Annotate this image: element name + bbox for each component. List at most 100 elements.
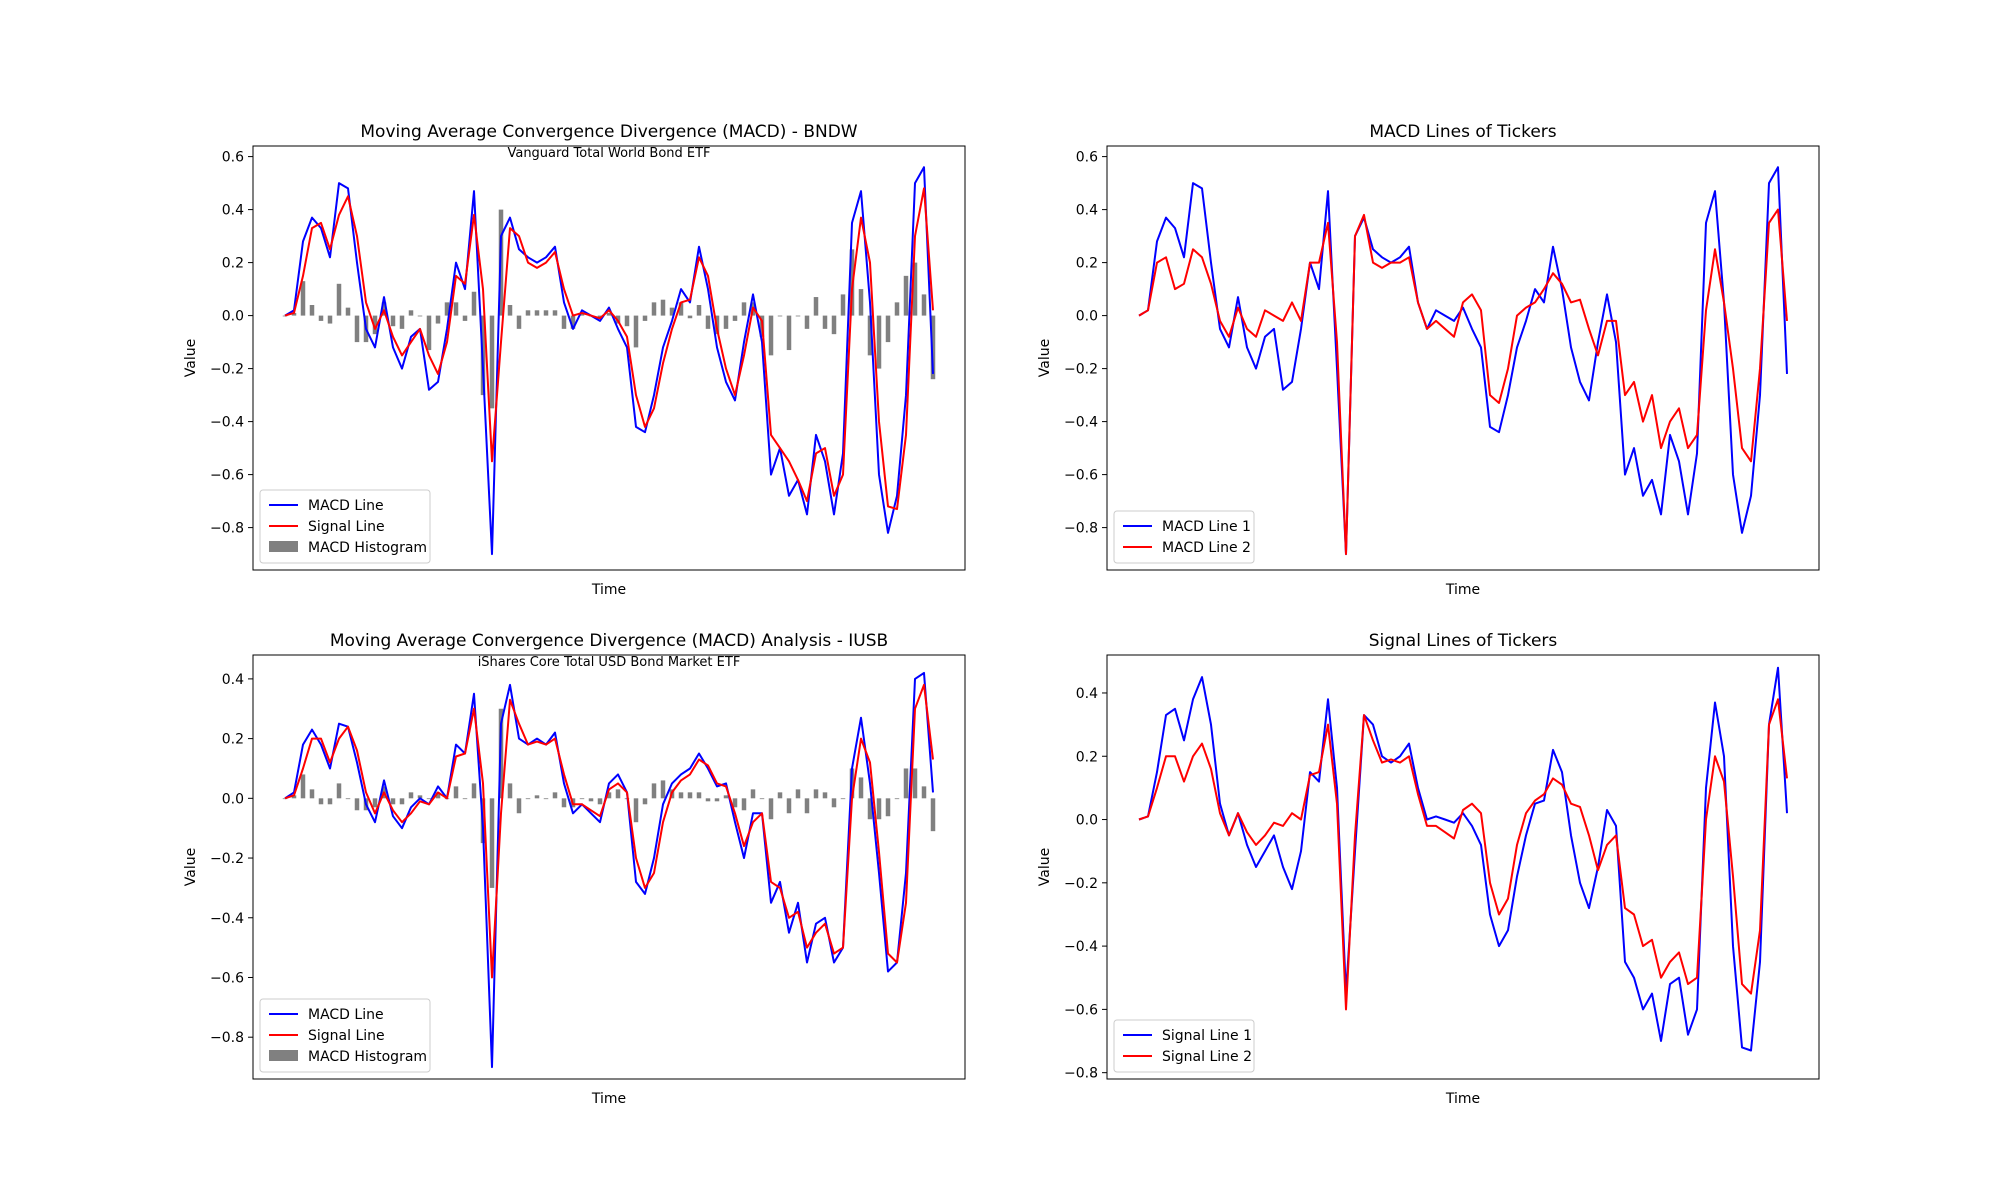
histogram-bar [426,798,432,800]
y-tick-label: −0.2 [1064,362,1098,378]
histogram-bar [831,315,837,335]
histogram-bar [822,792,828,799]
histogram-bar [777,315,783,317]
histogram-bar [840,798,846,800]
y-tick-label: −0.4 [1064,939,1098,955]
histogram-bar [309,789,315,799]
histogram-bar [444,302,450,316]
histogram-bar [597,798,603,805]
histogram-bar [678,302,684,316]
histogram-bar [912,262,918,316]
histogram-bar [489,798,495,888]
histogram-bar [651,783,657,799]
x-axis-label: Time [1445,582,1480,598]
histogram-bar [525,798,531,800]
histogram-bar [453,786,459,799]
y-axis-label: Value [183,339,199,377]
legend: Signal Line 1 Signal Line 2 [1113,1019,1255,1073]
histogram-bar [327,798,333,805]
chart-panel-4: Signal Lines of Tickers −0.8 −0.6 −0.4 −0.2 0… [1037,631,1820,1107]
y-tick-label: −0.8 [210,521,244,537]
y-tick-label: 0.0 [1076,309,1098,325]
histogram-bar [894,302,900,316]
histogram-bar [435,315,441,324]
plot-frame [252,145,966,571]
histogram-bar [336,783,342,799]
histogram-bar [291,312,297,316]
legend-label: MACD Line [308,498,384,514]
legend-label: Signal Line 2 [1162,1049,1252,1065]
y-tick-label: −0.6 [1064,468,1098,484]
y-tick-label: −0.6 [1064,1002,1098,1018]
y-tick-label: −0.2 [1064,876,1098,892]
histogram-bar [525,310,531,316]
histogram-bar [561,798,567,808]
histogram-bar [588,798,594,802]
histogram-bar [462,315,468,321]
histogram-bar [714,798,720,802]
y-tick-label: −0.2 [210,851,244,867]
histogram-bar [543,798,549,800]
histogram-bar [642,315,648,321]
histogram-bar [282,798,288,800]
y-tick-label: 0.2 [1076,749,1098,765]
histogram-bar [696,305,702,316]
histogram-bar [858,289,864,316]
y-tick-label: −0.2 [210,362,244,378]
histogram-bar [597,315,603,319]
y-tick-label: 0.6 [222,150,244,166]
y-tick-label: 0.4 [222,672,244,688]
histogram-bar [876,798,882,820]
histogram-bar [930,315,936,380]
histogram-bar [867,798,873,820]
legend-label: Signal Line [308,519,385,535]
chart-title: MACD Lines of Tickers [1369,122,1556,142]
histogram-bar [399,315,405,329]
histogram-bar [345,798,351,800]
legend: MACD Line Signal Line MACD Histogram [259,998,431,1073]
histogram-bar [345,307,351,316]
histogram-bar [741,798,747,811]
x-axis-label: Time [591,582,626,598]
legend-label: MACD Line 2 [1162,540,1251,556]
histogram-bar [552,310,558,316]
histogram-bar [543,310,549,316]
histogram-bar [579,312,585,316]
histogram-bar [642,798,648,805]
y-tick-label: −0.6 [210,970,244,986]
series-line-1 [1138,166,1788,556]
histogram-bar [399,798,405,805]
histogram-bar [471,291,477,316]
histogram-bar [786,315,792,351]
histogram-bar [516,798,522,814]
y-tick-label: 0.2 [1076,256,1098,272]
histogram-bar [417,795,423,799]
legend-label: MACD Histogram [308,540,427,556]
chart-panel-3: Moving Average Convergence Divergence (M… [183,631,966,1107]
series-line-1 [1138,666,1788,1052]
series-line-2 [284,683,934,979]
chart-subtitle: Vanguard Total World Bond ETF [507,146,710,161]
plot-frame [1106,654,1820,1080]
histogram-bar [282,315,288,317]
histogram-bar [300,281,306,316]
histogram-bar [867,315,873,356]
histogram-bar [669,307,675,316]
legend-label: MACD Line 1 [1162,519,1251,535]
histogram-bar [759,798,765,800]
histogram-bar [804,315,810,329]
histogram-bar [732,315,738,321]
legend-box [259,489,431,564]
y-axis-label: Value [1037,339,1053,377]
histogram-bar [723,315,729,329]
y-tick-label: −0.8 [210,1030,244,1046]
chart-title: Signal Lines of Tickers [1369,631,1558,651]
histogram-bar [831,798,837,808]
histogram-bar [453,302,459,316]
histogram-bar [561,315,567,329]
histogram-bar [570,315,576,329]
legend: MACD Line 1 MACD Line 2 [1113,510,1255,564]
histogram-bar [417,315,423,317]
histogram-bar [309,305,315,316]
